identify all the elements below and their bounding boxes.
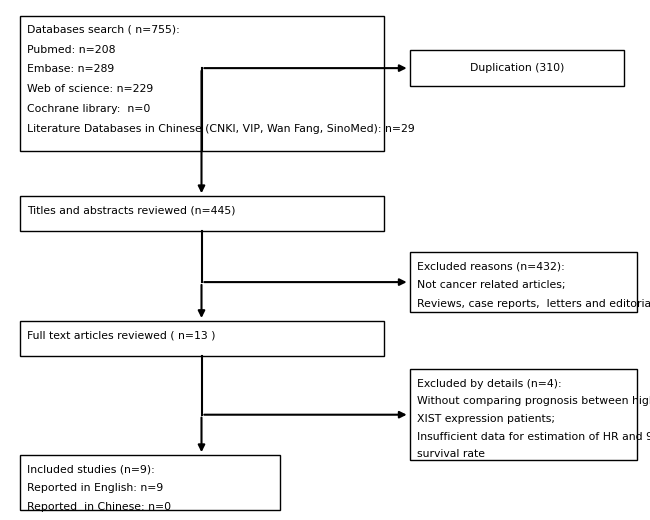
Text: Without comparing prognosis between high and low: Without comparing prognosis between high… bbox=[417, 396, 650, 406]
Text: Excluded reasons (n=432):: Excluded reasons (n=432): bbox=[417, 262, 565, 271]
Text: Pubmed: n=208: Pubmed: n=208 bbox=[27, 45, 116, 55]
Bar bbox=[410, 50, 624, 86]
Text: Excluded by details (n=4):: Excluded by details (n=4): bbox=[417, 379, 562, 388]
Text: survival rate: survival rate bbox=[417, 449, 486, 459]
Bar bbox=[20, 16, 383, 151]
Text: Not cancer related articles;: Not cancer related articles; bbox=[417, 280, 566, 290]
Bar bbox=[20, 321, 383, 356]
Text: Duplication (310): Duplication (310) bbox=[469, 63, 564, 73]
Text: Reported  in Chinese: n=0: Reported in Chinese: n=0 bbox=[27, 502, 172, 512]
Text: Web of science: n=229: Web of science: n=229 bbox=[27, 84, 153, 94]
Bar bbox=[410, 252, 637, 312]
Text: Embase: n=289: Embase: n=289 bbox=[27, 64, 114, 74]
Text: XIST expression patients;: XIST expression patients; bbox=[417, 414, 555, 424]
Text: Full text articles reviewed ( n=13 ): Full text articles reviewed ( n=13 ) bbox=[27, 330, 216, 340]
Text: Reviews, case reports,  letters and editorials: Reviews, case reports, letters and edito… bbox=[417, 299, 650, 309]
Text: Included studies (n=9):: Included studies (n=9): bbox=[27, 464, 155, 474]
Text: Cochrane library:  n=0: Cochrane library: n=0 bbox=[27, 104, 151, 114]
Bar bbox=[20, 196, 383, 231]
Bar bbox=[20, 455, 280, 510]
Text: Databases search ( n=755):: Databases search ( n=755): bbox=[27, 25, 180, 35]
Bar bbox=[410, 369, 637, 460]
Text: Insufficient data for estimation of HR and 95% CI of: Insufficient data for estimation of HR a… bbox=[417, 432, 650, 441]
Text: Reported in English: n=9: Reported in English: n=9 bbox=[27, 483, 164, 493]
Text: Literature Databases in Chinese (CNKI, VIP, Wan Fang, SinoMed): n=29: Literature Databases in Chinese (CNKI, V… bbox=[27, 124, 415, 134]
Text: Titles and abstracts reviewed (n=445): Titles and abstracts reviewed (n=445) bbox=[27, 205, 236, 215]
